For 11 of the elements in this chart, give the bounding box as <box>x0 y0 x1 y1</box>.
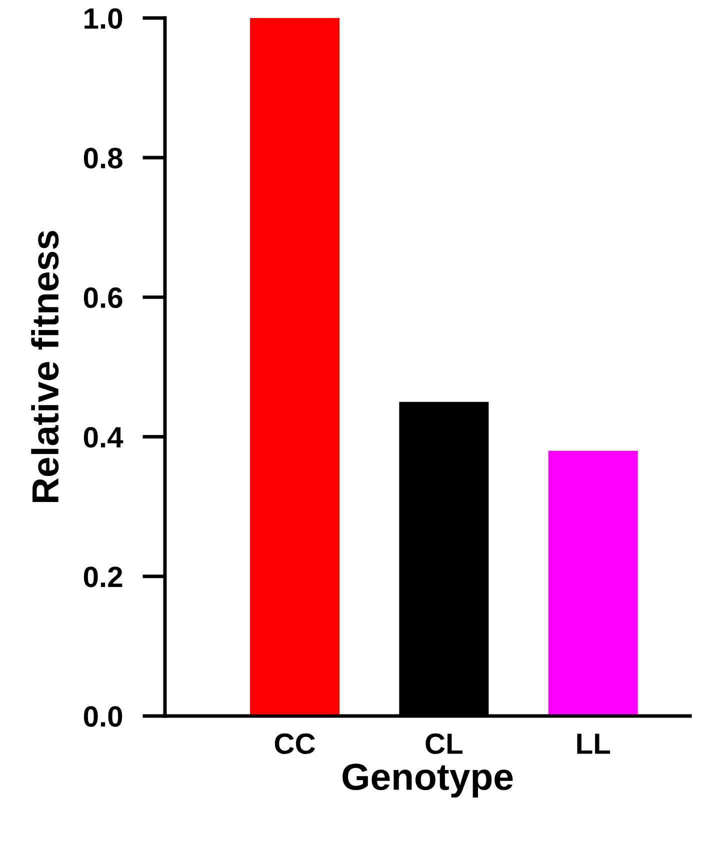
y-tick-label: 0.2 <box>84 566 122 588</box>
y-tick-label: 0.4 <box>84 426 124 448</box>
y-axis-title: Relative fitness <box>31 230 59 502</box>
y-tick-label: 0.0 <box>84 706 122 727</box>
x-axis-title: Genotype <box>342 764 513 798</box>
y-tick-label: 0.6 <box>84 287 122 308</box>
x-tick-label: CL <box>426 733 462 754</box>
x-tick-label: LL <box>577 734 610 754</box>
y-tick-label: 0.8 <box>84 148 122 168</box>
y-tick-label: 1.0 <box>84 8 122 29</box>
x-tick-label: CC <box>274 733 316 754</box>
